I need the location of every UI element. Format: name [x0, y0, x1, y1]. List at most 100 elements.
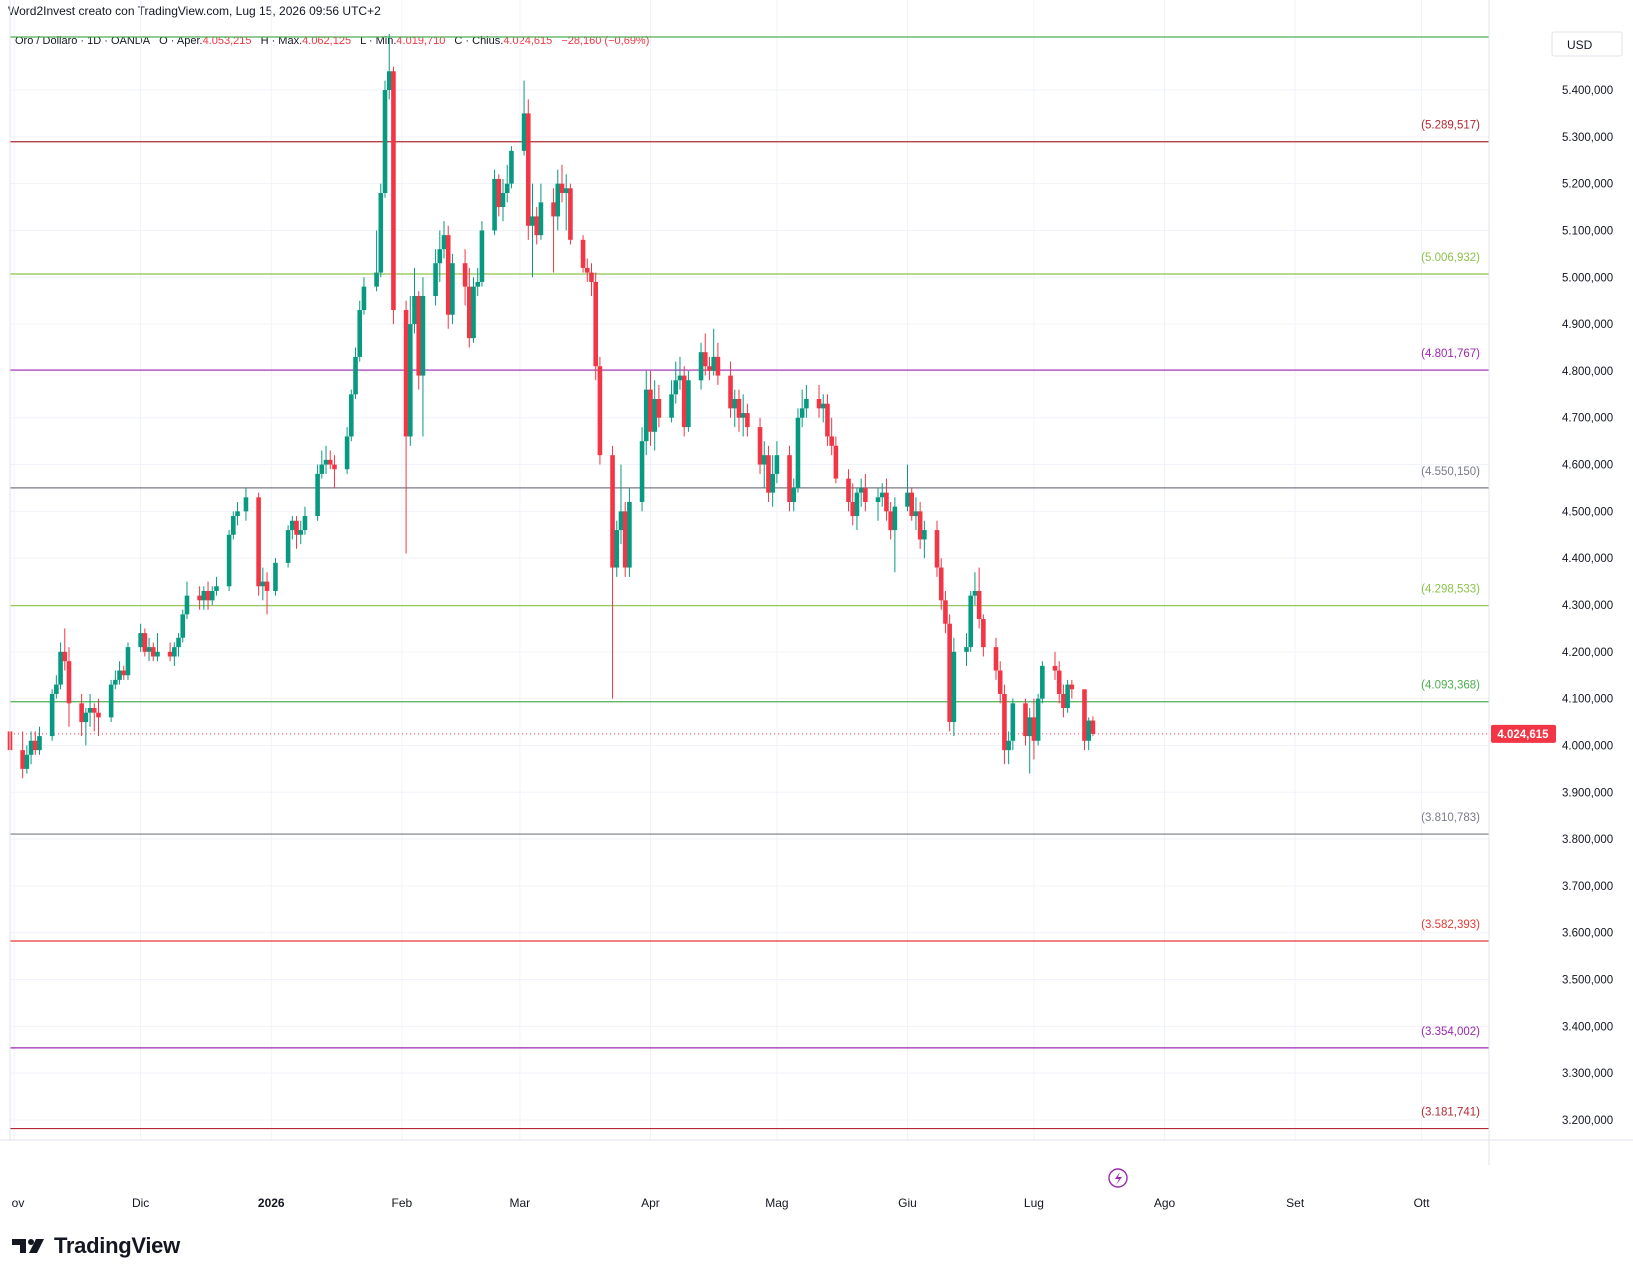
candle-body	[917, 511, 923, 540]
candle-body	[597, 366, 603, 456]
candle-body	[466, 286, 472, 339]
candle-body	[964, 647, 969, 652]
y-tick-label: 4.600,000	[1562, 460, 1613, 472]
candle-body	[563, 188, 569, 193]
level-label: (3.181,741)	[1421, 1107, 1480, 1119]
candle-body	[54, 684, 59, 694]
candle-body	[981, 619, 986, 648]
y-tick-label: 4.900,000	[1562, 319, 1613, 331]
level-label: (3.354,002)	[1421, 1026, 1480, 1038]
y-tick-label: 4.100,000	[1562, 694, 1613, 706]
candle-body	[993, 647, 999, 671]
candle-body	[879, 492, 885, 498]
candle-body	[525, 113, 531, 226]
candle-body	[475, 281, 481, 287]
candle-body	[146, 647, 152, 652]
candle-body	[938, 567, 944, 601]
candle-body	[260, 581, 266, 587]
y-tick-label: 4.700,000	[1562, 413, 1613, 425]
last-price-badge[interactable]	[1491, 724, 1556, 743]
candle-body	[820, 403, 826, 409]
candle-body	[298, 530, 304, 535]
candle-body	[968, 595, 974, 648]
level-label: (3.582,393)	[1421, 919, 1480, 931]
tradingview-logo-icon	[12, 1239, 44, 1253]
event-marker[interactable]	[1108, 1168, 1128, 1188]
tradingview-brand[interactable]: TradingView	[12, 1233, 180, 1259]
candle-body	[757, 427, 763, 465]
currency-box[interactable]	[1551, 31, 1623, 57]
candle-body	[943, 600, 948, 624]
y-tick-label: 4.200,000	[1562, 647, 1613, 659]
candle-body	[648, 389, 653, 432]
y-tick-label: 3.300,000	[1562, 1068, 1613, 1080]
candle-body	[922, 530, 927, 540]
candle-body	[698, 352, 704, 381]
candle-body	[669, 394, 674, 418]
y-tick-label: 4.300,000	[1562, 600, 1613, 612]
candle-body	[462, 263, 468, 287]
candle-body	[441, 235, 447, 250]
y-tick-label: 5.200,000	[1562, 179, 1613, 191]
level-label: (5.289,517)	[1421, 120, 1480, 132]
candle-body	[28, 740, 34, 755]
candle-body	[83, 712, 89, 723]
candle-body	[1065, 684, 1070, 708]
candle-body	[357, 310, 363, 357]
candle-body	[66, 661, 72, 704]
x-tick-label: Feb	[392, 1196, 413, 1210]
candle-body	[294, 520, 299, 535]
level-label: (4.093,368)	[1421, 680, 1480, 692]
high-value: 4.062,125	[302, 35, 352, 47]
candle-body	[580, 239, 586, 268]
y-tick-label: 3.800,000	[1562, 834, 1613, 846]
candle-body	[509, 150, 514, 184]
candle-body	[702, 352, 708, 367]
y-tick-label: 3.500,000	[1562, 975, 1613, 987]
candle-body	[740, 413, 746, 418]
candle-body	[332, 464, 337, 470]
open-label: O · Aper.	[159, 35, 203, 47]
currency-label: USD	[1567, 38, 1593, 52]
candle-body	[997, 670, 1003, 694]
candle-body	[614, 530, 620, 568]
candle-body	[344, 436, 350, 470]
x-tick-label: Dic	[132, 1196, 149, 1210]
candle-body	[32, 740, 38, 751]
candle-body	[816, 399, 822, 409]
candle-body	[319, 464, 325, 474]
y-tick-label: 4.000,000	[1562, 740, 1613, 752]
candle-body	[833, 445, 839, 479]
candle-body	[1052, 665, 1058, 671]
x-tick-label: Apr	[641, 1196, 660, 1210]
candle-body	[62, 651, 68, 662]
candle-body	[235, 511, 240, 517]
candle-body	[934, 530, 940, 568]
candle-body	[745, 413, 750, 428]
candle-body	[121, 670, 127, 676]
price-chart[interactable]: (5.289,517) (5.006,932) (4.801,767) (4.550,…	[0, 0, 1633, 1220]
candle-body	[125, 647, 131, 676]
x-tick-label: Giu	[898, 1196, 917, 1210]
low-value: 4.019,710	[396, 35, 446, 47]
candle-body	[315, 473, 320, 517]
candle-body	[142, 633, 148, 652]
candle-body	[850, 502, 856, 517]
candle-body	[445, 235, 451, 315]
candle-body	[353, 356, 358, 395]
candle-body	[888, 511, 893, 531]
candle-body	[677, 375, 683, 381]
x-tick-label: Set	[1286, 1196, 1305, 1210]
symbol-label[interactable]: Oro / Dollaro · 1D · OANDA	[15, 35, 151, 47]
candle-body	[113, 679, 118, 685]
y-tick-label: 5.400,000	[1562, 85, 1613, 97]
level-label: (4.298,533)	[1421, 584, 1480, 596]
candle-body	[799, 408, 805, 418]
y-tick-label: 3.400,000	[1562, 1021, 1613, 1033]
candle-body	[382, 90, 388, 193]
candle-body	[913, 511, 919, 517]
candle-body	[433, 263, 438, 296]
candle-body	[622, 511, 628, 568]
candle-body	[391, 71, 396, 311]
candle-body	[707, 366, 712, 371]
